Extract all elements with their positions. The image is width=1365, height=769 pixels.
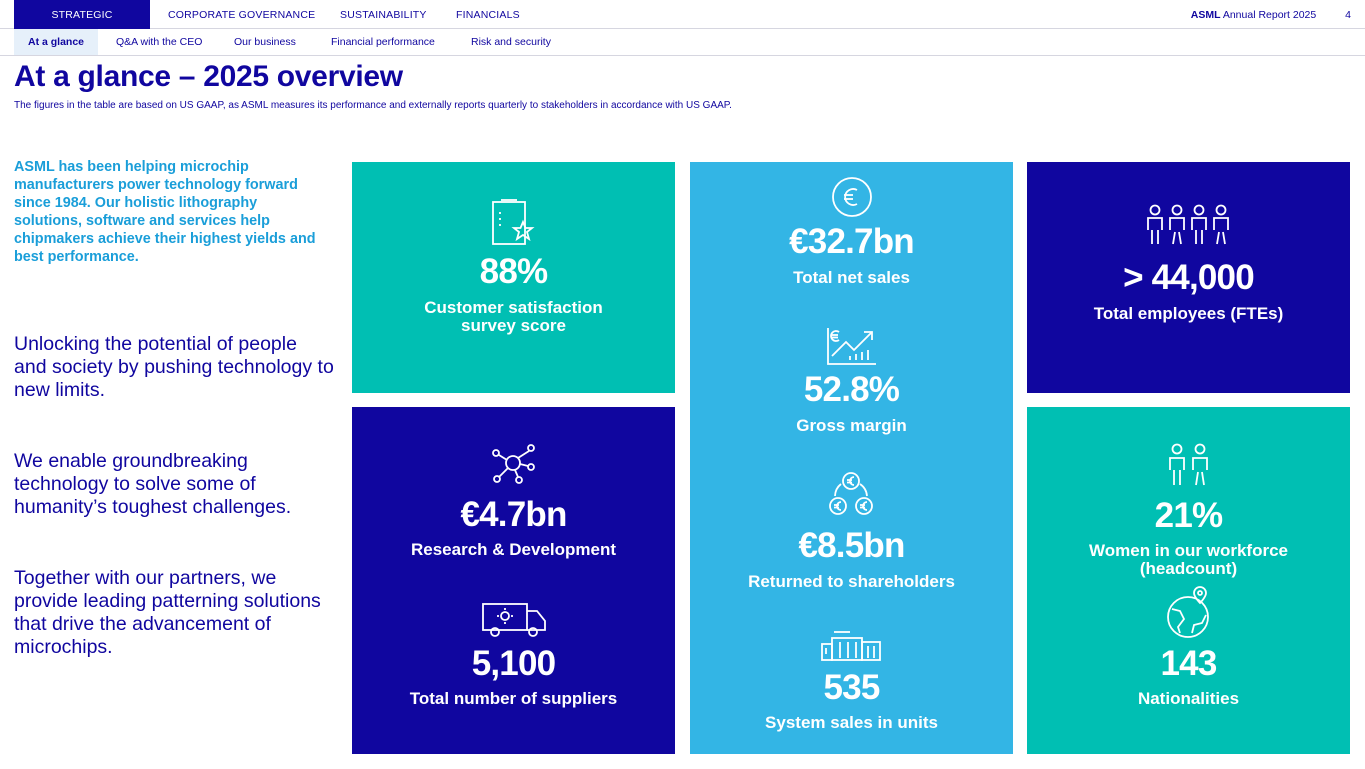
page-title: At a glance – 2025 overview [14,60,403,93]
metric-label: Total employees (FTEs) [1093,304,1284,323]
statement-1: Unlocking the potential of people and so… [14,333,334,401]
metric-value: 52.8% [803,370,900,409]
tile-rnd-suppliers: €4.7bn Research & Development 5,100 Tota… [352,407,675,754]
subnav-financial-performance[interactable]: Financial performance [331,36,435,48]
metric-label: Gross margin [796,416,907,435]
metric-value: 21% [1154,496,1223,535]
gaap-note: The figures in the table are based on US… [14,100,732,111]
subnav-at-a-glance[interactable]: At a glance [14,29,98,55]
subnav-qa-ceo[interactable]: Q&A with the CEO [116,36,203,48]
tile-employees: > 44,000 Total employees (FTEs) [1027,162,1350,393]
metric-label: Research & Development [410,540,617,559]
metric-label: Women in our workforce (headcount) [1089,541,1288,578]
report-header: ASML Annual Report 2025 4 [1191,0,1351,31]
tile-customer-satisfaction: 88% Customer satisfaction survey score [352,162,675,393]
metric-value: > 44,000 [1123,258,1255,297]
factory-icon [820,630,884,662]
network-nodes-icon [491,443,537,485]
subnav-our-business[interactable]: Our business [234,36,296,48]
tile-women-nationalities: 21% Women in our workforce (headcount) 1… [1027,407,1350,754]
page-number: 4 [1345,9,1351,21]
sub-navigation: At a glance Q&A with the CEO Our busines… [0,29,1365,56]
metric-label: Returned to shareholders [748,572,955,591]
man-woman-icon [1167,443,1211,487]
tab-sustainability[interactable]: SUSTAINABILITY [340,9,427,21]
report-name: Annual Report 2025 [1222,9,1317,21]
metric-value: 88% [479,252,548,291]
metric-value: 5,100 [471,644,556,683]
tile-financial-column: €32.7bn Total net sales 52.8% Gross marg… [690,162,1013,754]
metric-value: 143 [1160,644,1218,683]
tab-financials[interactable]: FINANCIALS [456,9,520,21]
metric-label: Total number of suppliers [409,689,618,708]
globe-pin-icon [1166,585,1212,639]
brand-name: ASML [1190,9,1221,21]
truck-gear-icon [481,601,547,637]
metric-label: System sales in units [765,713,938,732]
metric-value: €32.7bn [789,222,915,261]
top-navigation: STRATEGIC REPORT CORPORATE GOVERNANCE SU… [0,0,1365,52]
metric-label: Total net sales [793,268,910,287]
intro-text: ASML has been helping microchip manufact… [14,159,316,265]
metric-value: 535 [823,668,881,707]
statement-2: We enable groundbreaking technology to s… [14,450,292,518]
statement-3: Together with our partners, we provide l… [14,567,321,658]
euro-coin-icon [831,176,873,218]
subnav-risk-security[interactable]: Risk and security [471,36,551,48]
clipboard-star-icon [491,198,537,246]
people-icon [1145,204,1233,246]
euro-cycle-icon [827,470,875,518]
metric-value: €8.5bn [798,526,905,565]
tab-strategic-report[interactable]: STRATEGIC REPORT [14,0,150,52]
euro-chart-icon [826,326,878,366]
metric-label: Customer satisfaction survey score [424,298,603,335]
tab-corporate-governance[interactable]: CORPORATE GOVERNANCE [168,9,316,21]
metric-value: €4.7bn [460,495,567,534]
metric-label: Nationalities [1137,689,1240,708]
